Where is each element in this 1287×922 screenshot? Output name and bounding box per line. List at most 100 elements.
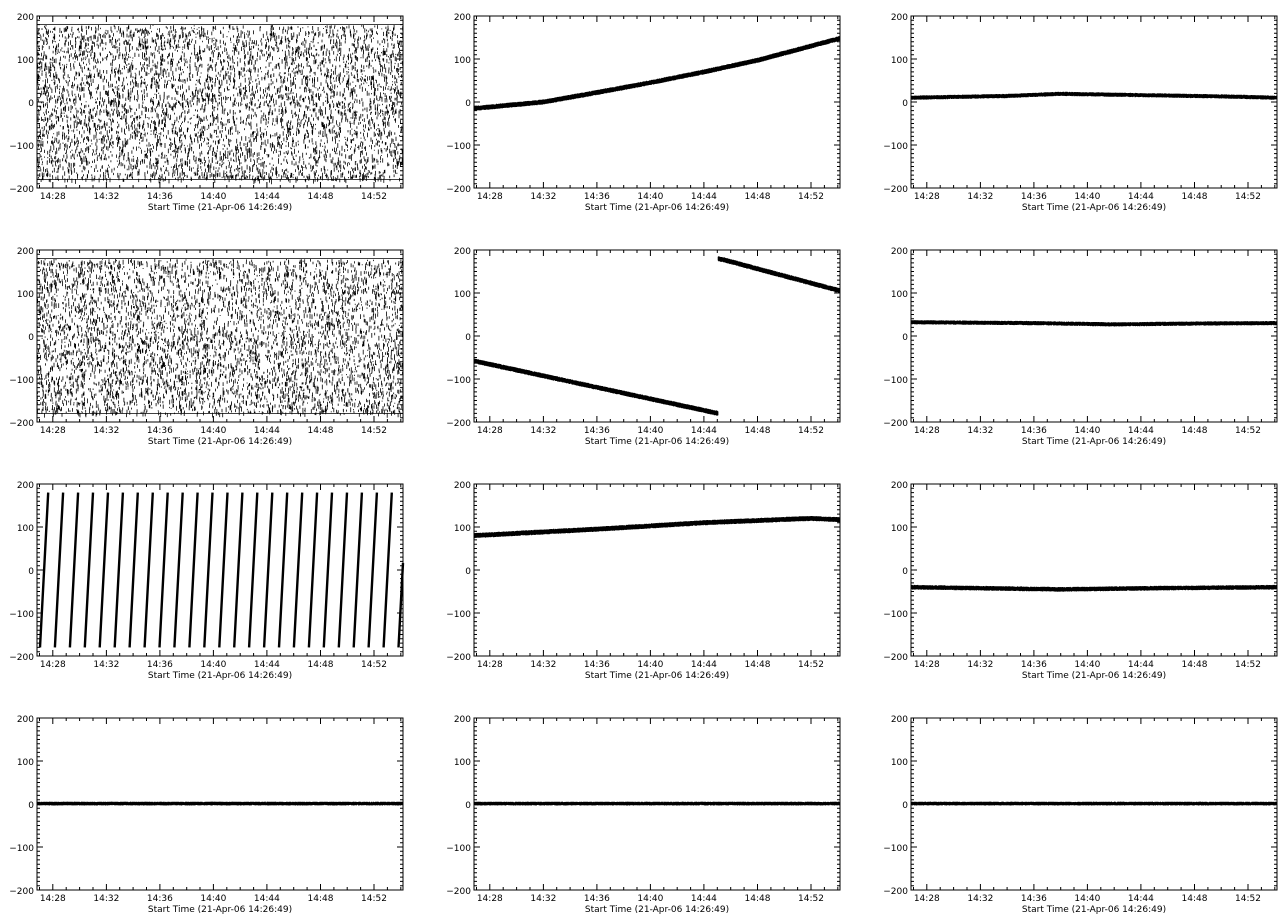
tick-marks xyxy=(911,249,1277,423)
scatter-points xyxy=(36,258,404,418)
y-tick-label: −200 xyxy=(883,887,908,897)
y-tick-label: 0 xyxy=(902,801,908,811)
x-tick-label: 14:32 xyxy=(967,192,993,202)
y-tick-label: 0 xyxy=(28,99,34,109)
x-tick-label: 14:48 xyxy=(745,894,771,904)
x-tick-label: 14:40 xyxy=(1074,426,1100,436)
panel-r3c3: 200 100 0 −100 −200 14:28 14:32 14:36 14:40 14:44… xyxy=(883,481,1278,681)
y-tick-label: 100 xyxy=(891,56,908,66)
x-tick-label: 14:28 xyxy=(40,894,66,904)
y-tick-label: 100 xyxy=(454,524,471,534)
x-tick-label: 14:48 xyxy=(308,660,334,670)
x-tick-label: 14:44 xyxy=(691,192,717,202)
plot-frame xyxy=(910,15,1278,189)
panel-r4c3: 200 100 0 −100 −200 14:28 14:32 14:36 14:40 14:44… xyxy=(883,715,1278,915)
x-tick-label: 14:32 xyxy=(967,426,993,436)
scatter-band xyxy=(36,801,404,806)
x-tick-label: 14:48 xyxy=(308,426,334,436)
x-tick-label: 14:32 xyxy=(93,192,119,202)
scatter-band xyxy=(910,320,1278,327)
x-tick-label: 14:44 xyxy=(1128,426,1154,436)
x-tick-label: 14:28 xyxy=(40,660,66,670)
scatter-band xyxy=(473,256,841,416)
y-tick-label: 200 xyxy=(891,247,908,257)
x-tick-label: 14:52 xyxy=(1235,192,1261,202)
y-tick-label: −200 xyxy=(446,887,471,897)
y-tick-label: 200 xyxy=(891,13,908,23)
x-tick-label: 14:36 xyxy=(147,660,173,670)
x-axis-label: Start Time (21-Apr-06 14:26:49) xyxy=(1022,905,1166,915)
x-tick-label: 14:52 xyxy=(798,894,824,904)
x-tick-label: 14:32 xyxy=(530,192,556,202)
y-tick-label: 0 xyxy=(28,333,34,343)
data-series xyxy=(910,584,1278,592)
y-tick-label: 200 xyxy=(454,247,471,257)
y-tick-label: 0 xyxy=(465,567,471,577)
x-tick-label: 14:44 xyxy=(691,426,717,436)
y-tick-label: 0 xyxy=(465,99,471,109)
y-tick-label: −200 xyxy=(446,419,471,429)
panel-r2c1: 200 100 0 −100 −200 14:28 14:32 14:36 14:40 14:44… xyxy=(9,247,404,447)
data-series xyxy=(36,24,404,185)
x-tick-label: 14:52 xyxy=(798,192,824,202)
x-tick-label: 14:36 xyxy=(1021,192,1047,202)
x-axis-label: Start Time (21-Apr-06 14:26:49) xyxy=(585,437,729,447)
x-tick-label: 14:48 xyxy=(308,192,334,202)
data-series xyxy=(910,320,1278,327)
x-tick-label: 14:36 xyxy=(1021,894,1047,904)
y-tick-label: −100 xyxy=(883,376,908,386)
y-tick-label: 200 xyxy=(17,481,34,491)
y-tick-label: 200 xyxy=(891,715,908,725)
y-tick-label: 200 xyxy=(17,715,34,725)
x-axis-label: Start Time (21-Apr-06 14:26:49) xyxy=(148,437,292,447)
scatter-band xyxy=(910,801,1278,806)
x-tick-label: 14:48 xyxy=(1182,894,1208,904)
x-tick-label: 14:52 xyxy=(1235,894,1261,904)
data-series xyxy=(473,256,841,416)
x-tick-label: 14:36 xyxy=(1021,660,1047,670)
x-axis-label: Start Time (21-Apr-06 14:26:49) xyxy=(1022,671,1166,681)
panel-r4c2: 200 100 0 −100 −200 14:28 14:32 14:36 14:40 14:44… xyxy=(446,715,841,915)
x-tick-label: 14:36 xyxy=(147,894,173,904)
tick-marks xyxy=(474,717,840,891)
y-tick-label: −200 xyxy=(9,887,34,897)
x-tick-label: 14:52 xyxy=(798,660,824,670)
x-tick-label: 14:28 xyxy=(477,426,503,436)
tick-marks xyxy=(37,15,403,189)
x-tick-label: 14:40 xyxy=(1074,660,1100,670)
y-tick-label: −100 xyxy=(9,844,34,854)
y-tick-label: −100 xyxy=(446,142,471,152)
x-tick-label: 14:32 xyxy=(530,894,556,904)
y-tick-label: −200 xyxy=(883,419,908,429)
y-tick-label: 200 xyxy=(454,481,471,491)
x-tick-label: 14:52 xyxy=(361,894,387,904)
x-tick-label: 14:28 xyxy=(914,192,940,202)
tick-marks xyxy=(474,249,840,423)
y-tick-label: −200 xyxy=(883,185,908,195)
x-tick-label: 14:40 xyxy=(1074,192,1100,202)
x-tick-label: 14:52 xyxy=(1235,660,1261,670)
x-tick-label: 14:44 xyxy=(254,660,280,670)
x-tick-label: 14:48 xyxy=(745,426,771,436)
x-tick-label: 14:44 xyxy=(691,894,717,904)
x-tick-label: 14:52 xyxy=(1235,426,1261,436)
data-series xyxy=(36,801,404,806)
y-tick-label: −200 xyxy=(9,185,34,195)
data-series xyxy=(473,801,841,806)
x-tick-label: 14:44 xyxy=(1128,660,1154,670)
y-tick-label: 200 xyxy=(17,13,34,23)
y-tick-label: −100 xyxy=(446,844,471,854)
tick-marks xyxy=(911,15,1277,189)
y-tick-label: 100 xyxy=(17,758,34,768)
x-tick-label: 14:44 xyxy=(1128,894,1154,904)
y-tick-label: 100 xyxy=(17,56,34,66)
scatter-band xyxy=(910,584,1278,592)
data-series xyxy=(910,801,1278,806)
y-tick-label: 100 xyxy=(891,758,908,768)
x-tick-label: 14:48 xyxy=(1182,192,1208,202)
y-tick-label: 0 xyxy=(902,99,908,109)
x-tick-label: 14:44 xyxy=(254,426,280,436)
x-axis-label: Start Time (21-Apr-06 14:26:49) xyxy=(1022,203,1166,213)
x-tick-label: 14:28 xyxy=(477,894,503,904)
x-tick-label: 14:52 xyxy=(361,660,387,670)
